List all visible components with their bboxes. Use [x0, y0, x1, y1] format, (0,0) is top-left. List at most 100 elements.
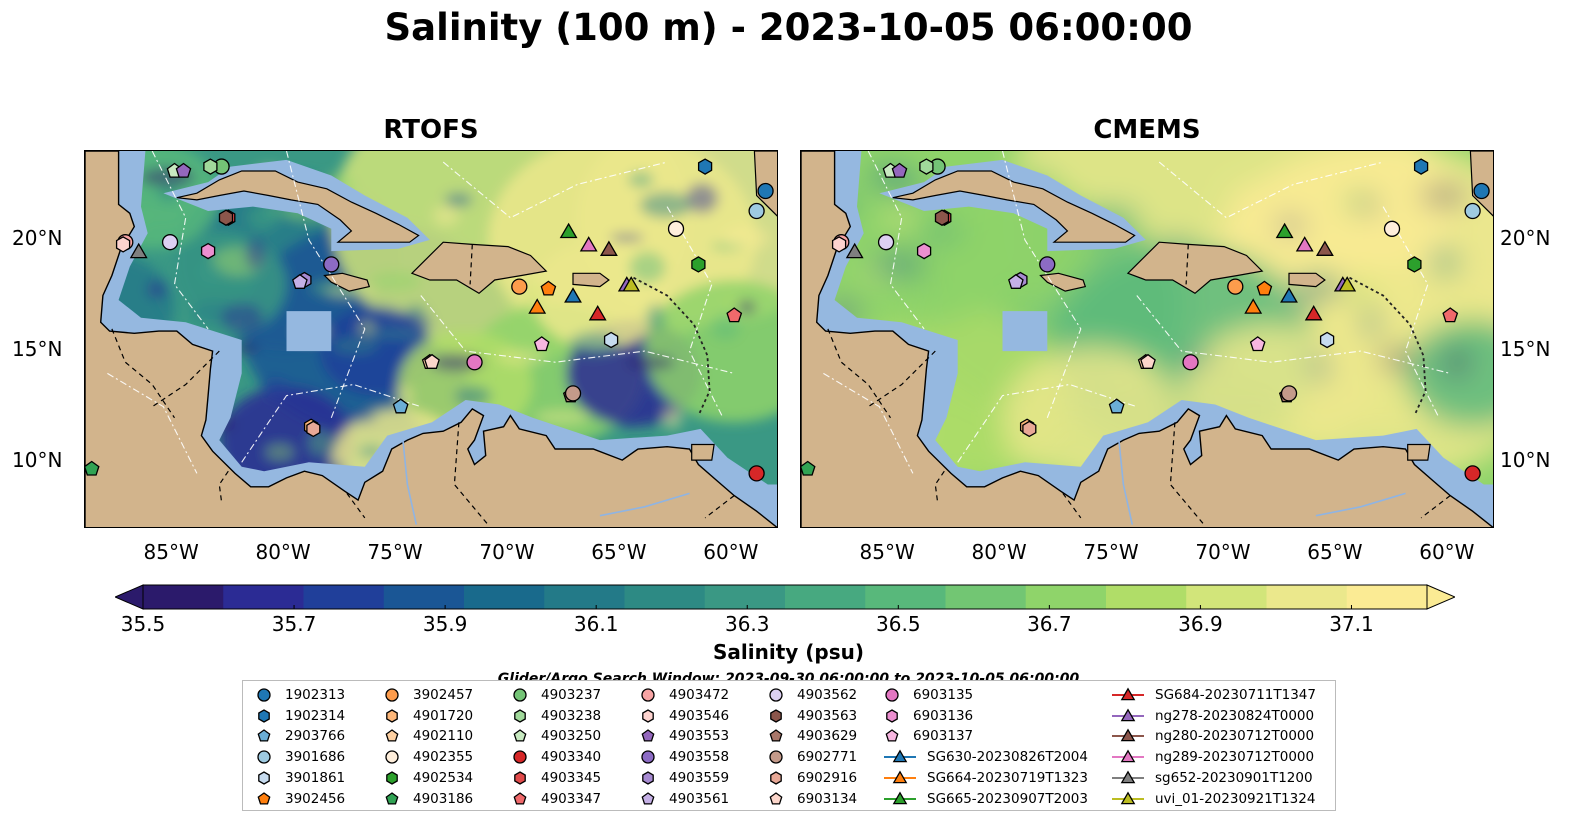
legend-label: 4903629 [797, 728, 858, 745]
colorbar-tick-label: 35.9 [422, 612, 468, 636]
colorbar-segment [1106, 585, 1187, 609]
station-marker-6903134 [424, 353, 440, 369]
station-marker-4903561 [1008, 273, 1024, 289]
legend-label: 6903137 [913, 728, 974, 745]
legend-item: 4903237 [511, 685, 601, 705]
station-marker-3902456 [1256, 280, 1273, 296]
circle-marker-icon [257, 688, 271, 702]
station-marker-4903562 [877, 234, 895, 251]
legend-label: SG665-20230907T2003 [927, 790, 1088, 807]
pentagon-marker-icon [513, 791, 527, 805]
station-marker-6903137 [1249, 336, 1266, 352]
colorbar-segment [1025, 585, 1107, 609]
circle-marker-icon [769, 750, 783, 764]
legend-label: 2903766 [285, 728, 346, 745]
lat-tick-label: 10°N [1500, 448, 1551, 473]
lon-tick-label: 85°W [859, 540, 915, 564]
legend: 1902313 1902314 2903766 3901686 3901861 39024… [242, 680, 1336, 811]
station-marker-2903766 [392, 398, 409, 414]
legend-label: 1902313 [285, 687, 346, 703]
legend-item: 4901720 [383, 706, 473, 726]
colorbar-segment [464, 585, 545, 609]
legend-item: ng278-20230824T0000 [1111, 706, 1314, 726]
hexagon-marker-icon [514, 771, 526, 785]
legend-item: 3902456 [255, 789, 345, 809]
station-marker-sg630-20230826t2004 [1280, 287, 1298, 303]
triangle-marker-icon [1112, 708, 1144, 721]
colorbar-tick-label: 37.1 [1329, 612, 1374, 636]
circle-marker-icon [513, 688, 527, 702]
station-marker-3901861 [1319, 331, 1335, 349]
legend-label: 4903553 [669, 728, 730, 745]
circle-marker-icon [641, 750, 655, 764]
colorbar-segment [303, 585, 385, 609]
circle-marker-icon [641, 688, 655, 702]
colorbar-segment [704, 585, 786, 609]
legend-label: SG664-20230719T1323 [927, 769, 1088, 786]
station-marker-4902534 [691, 256, 706, 273]
lon-tick-label: 75°W [1083, 540, 1139, 564]
station-marker-sg652-20230901t1200 [129, 242, 148, 259]
legend-item: SG664-20230719T1323 [883, 768, 1088, 788]
station-marker-4903238 [203, 158, 218, 175]
station-marker-6903137 [533, 336, 550, 352]
circle-marker-icon [513, 750, 527, 764]
lon-tick-label: 70°W [1195, 540, 1251, 564]
legend-item: 4903250 [511, 726, 601, 746]
station-marker-ng289-20230712t0000 [1295, 236, 1314, 252]
map-panel-cmems[interactable] [800, 150, 1494, 528]
station-marker-4903561 [292, 273, 308, 289]
station-marker-2903766 [1108, 398, 1125, 414]
station-marker-6902916 [1022, 420, 1037, 438]
legend-label: sg652-20230901T1200 [1155, 769, 1313, 786]
station-marker-1902314 [697, 158, 713, 175]
triangle-marker-icon [884, 770, 916, 784]
colorbar-segment [865, 585, 946, 609]
hexagon-marker-icon [258, 771, 270, 785]
station-marker-3901686 [748, 202, 765, 220]
legend-item: 2903766 [255, 726, 345, 746]
station-marker-6902771 [564, 385, 582, 402]
lon-tick-label: 80°W [971, 540, 1027, 564]
map-panel-rtofs[interactable] [84, 150, 778, 528]
colorbar-segment [143, 585, 224, 609]
legend-item: 6903137 [883, 726, 973, 746]
legend-label: ng289-20230712T0000 [1155, 749, 1315, 766]
pentagon-marker-icon [385, 729, 399, 742]
lat-tick-label: 20°N [1500, 225, 1551, 250]
legend-item: 4902534 [383, 768, 473, 788]
pentagon-marker-icon [885, 729, 899, 742]
pentagon-marker-icon [769, 729, 783, 742]
station-marker-4903563 [218, 209, 234, 226]
pentagon-marker-icon [641, 729, 655, 742]
lon-tick-label: 60°W [703, 540, 759, 564]
legend-label: 4902534 [413, 769, 474, 786]
lat-tick-label: 20°N [12, 225, 63, 250]
legend-label: 4903186 [413, 790, 474, 807]
legend-label: 4902110 [413, 728, 474, 745]
legend-item: 4903472 [639, 685, 729, 705]
station-marker-sg652-20230901t1200 [845, 242, 864, 259]
colorbar-tick-label: 35.5 [120, 612, 166, 636]
pentagon-marker-icon [257, 729, 271, 742]
station-marker-1902313 [757, 182, 774, 200]
legend-label: 3901861 [285, 769, 346, 786]
station-marker-3902456 [540, 280, 557, 296]
legend-item: 4903553 [639, 726, 729, 746]
lat-tick-label: 15°N [1500, 337, 1551, 362]
triangle-marker-icon [1112, 770, 1144, 784]
legend-item: 4903563 [767, 706, 857, 726]
legend-label: 4903250 [541, 728, 602, 745]
legend-label: 4903562 [797, 687, 858, 703]
legend-label: 4903340 [541, 749, 602, 766]
legend-label: 6902771 [797, 749, 858, 766]
hexagon-marker-icon [386, 708, 398, 723]
salinity-map-cmems [801, 151, 1493, 527]
colorbar-segment [785, 585, 866, 609]
legend-label: SG684-20230711T1347 [1155, 687, 1316, 703]
legend-item: 6903136 [883, 706, 973, 726]
circle-marker-icon [257, 750, 271, 764]
hexagon-marker-icon [258, 708, 270, 723]
station-marker-uvi_01-20230921t1324 [622, 276, 641, 292]
circle-marker-icon [885, 688, 899, 702]
